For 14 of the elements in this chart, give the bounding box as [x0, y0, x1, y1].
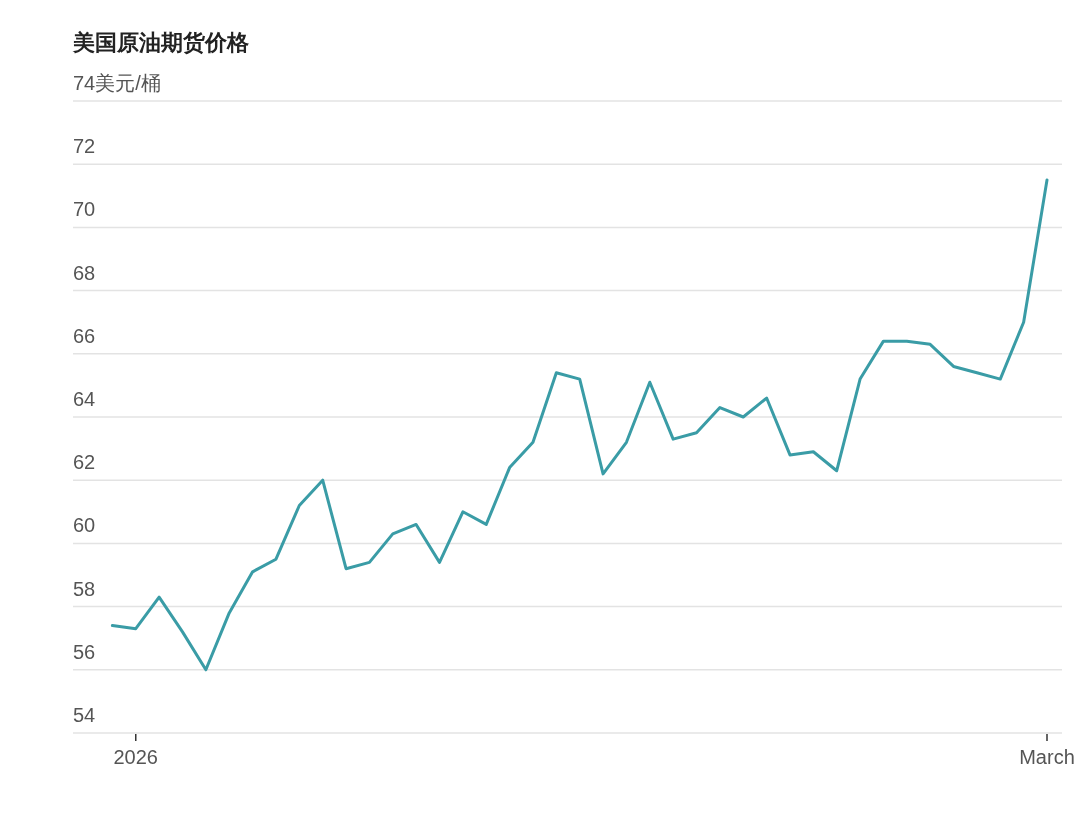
y-tick-label: 62	[73, 451, 96, 474]
y-tick-label: 56	[73, 640, 96, 663]
y-tick-label: 54	[73, 704, 96, 726]
y-tick-label: 74美元/桶	[73, 72, 161, 94]
x-tick-label: March	[1019, 746, 1075, 768]
y-tick-label: 60	[73, 514, 96, 537]
y-tick-label: 64	[73, 388, 96, 410]
title: 美国原油期货价格	[73, 30, 249, 55]
y-tick-label: 68	[73, 261, 96, 284]
y-tick-label: 58	[73, 577, 96, 600]
y-tick-label: 70	[73, 198, 96, 221]
x-tick-label: 2026	[113, 746, 158, 768]
y-tick-label: 66	[73, 324, 96, 347]
y-tick-label: 72	[73, 135, 96, 158]
